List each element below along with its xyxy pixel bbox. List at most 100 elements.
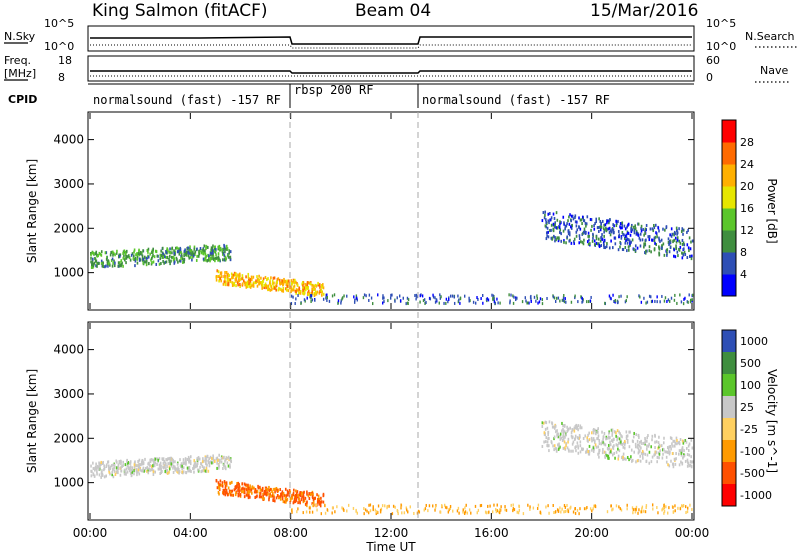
echo-cell: [595, 235, 598, 239]
echo-cell: [546, 296, 548, 300]
echo-cell: [257, 484, 259, 488]
echo-cell: [517, 511, 520, 515]
echo-cell: [562, 296, 565, 300]
echo-cell: [117, 463, 120, 467]
echo-cell: [377, 293, 379, 297]
echo-cell: [217, 247, 220, 251]
echo-cell: [208, 464, 211, 468]
echo-cell: [541, 298, 544, 302]
echo-cell: [614, 300, 616, 304]
echo-cell: [562, 435, 564, 439]
echo-cell: [212, 454, 214, 458]
echo-cell: [143, 469, 145, 473]
echo-cell: [228, 249, 231, 253]
echo-cell: [306, 492, 308, 496]
echo-cell: [669, 436, 672, 440]
echo-cell: [686, 458, 689, 462]
echo-cell: [113, 259, 115, 263]
echo-cell: [220, 271, 223, 275]
echo-cell: [314, 287, 316, 291]
echo-cell: [668, 506, 670, 510]
echo-cell: [656, 232, 658, 236]
echo-cell: [208, 258, 210, 262]
echo-cell: [626, 241, 629, 245]
nave-label: Nave: [760, 64, 788, 77]
echo-cell: [234, 493, 237, 497]
echo-cell: [137, 470, 139, 474]
x-tick-label: 12:00: [374, 526, 409, 540]
echo-cell: [526, 301, 528, 305]
echo-cell: [264, 489, 267, 493]
echo-cell: [528, 301, 530, 305]
echo-cell: [470, 511, 472, 515]
echo-cell: [552, 227, 555, 231]
echo-cell: [654, 452, 656, 456]
echo-cell: [651, 299, 654, 303]
echo-cell: [648, 450, 651, 454]
echo-cell: [453, 301, 456, 305]
echo-cell: [212, 461, 214, 465]
echo-cell: [144, 457, 146, 461]
echo-cell: [562, 215, 565, 219]
echo-cell: [343, 294, 345, 298]
echo-cell: [573, 241, 576, 245]
echo-cell: [457, 294, 459, 298]
echo-cell: [236, 484, 238, 488]
echo-cell: [691, 239, 694, 243]
echo-cell: [548, 449, 550, 453]
echo-cell: [255, 279, 257, 283]
echo-cell: [164, 260, 167, 264]
echo-cell: [551, 421, 553, 425]
echo-cell: [611, 431, 614, 435]
echo-cell: [472, 300, 475, 304]
echo-cell: [168, 258, 170, 262]
echo-cell: [428, 504, 431, 508]
echo-cell: [147, 468, 150, 472]
echo-cell: [284, 498, 287, 502]
echo-cell: [288, 491, 290, 495]
echo-cell: [675, 247, 677, 251]
y-tick-label: 2000: [53, 221, 84, 235]
echo-cell: [674, 509, 676, 513]
echo-cell: [619, 225, 621, 229]
echo-cell: [645, 460, 648, 464]
echo-cell: [554, 299, 557, 303]
echo-cell: [647, 444, 650, 448]
echo-cell: [679, 507, 682, 511]
echo-cell: [110, 259, 113, 263]
echo-cell: [100, 253, 103, 257]
echo-cell: [674, 293, 676, 297]
colorbar-tick-label: 16: [740, 202, 754, 215]
echo-cell: [118, 460, 121, 464]
echo-cell: [658, 238, 661, 242]
echo-cell: [643, 296, 645, 300]
echo-cell: [238, 279, 241, 283]
echo-cell: [582, 436, 585, 440]
echo-cell: [204, 469, 207, 473]
echo-cell: [662, 507, 664, 511]
echo-cell: [294, 278, 296, 282]
echo-cell: [468, 296, 470, 300]
echo-cell: [637, 233, 639, 237]
echo-cell: [131, 470, 134, 474]
echo-cell: [101, 469, 103, 473]
echo-cell: [314, 291, 317, 295]
echo-cell: [227, 278, 230, 282]
echo-cell: [223, 481, 226, 485]
echo-cell: [96, 264, 98, 268]
echo-cell: [529, 507, 531, 511]
echo-cell: [645, 506, 647, 510]
echo-cell: [302, 284, 304, 288]
echo-cell: [645, 504, 648, 508]
echo-cell: [306, 490, 308, 494]
echo-cell: [227, 255, 230, 259]
echo-cell: [425, 503, 427, 507]
echo-cell: [477, 297, 479, 301]
echo-cell: [568, 231, 571, 235]
echo-cell: [165, 260, 168, 264]
echo-cell: [451, 294, 454, 298]
echo-cell: [100, 261, 103, 265]
echo-cell: [418, 510, 421, 514]
